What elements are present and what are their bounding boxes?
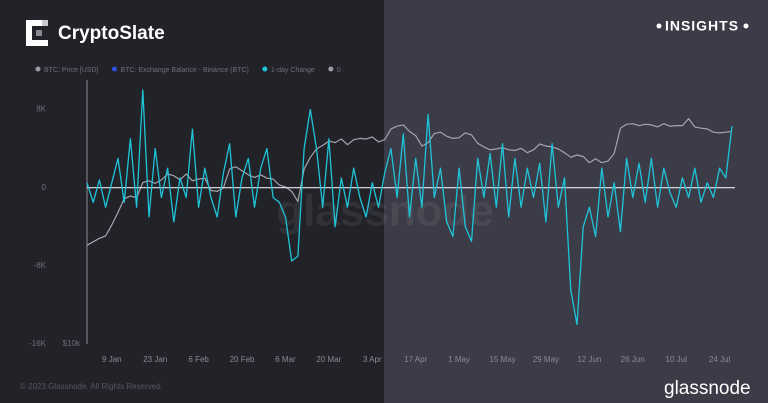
legend-label: BTC: Exchange Balance - Binance (BTC) (120, 67, 248, 74)
change-line (86, 89, 733, 326)
x-tick-label: 6 Feb (188, 355, 209, 364)
y-tick-label: 8K (36, 105, 46, 114)
x-tick-label: 12 Jun (577, 355, 601, 364)
y-tick-label: -16K (29, 339, 47, 348)
footer: © 2023 Glassnode. All Rights Reserved. (20, 382, 163, 391)
x-tick-label: 6 Mar (275, 355, 296, 364)
x-tick-label: 10 Jul (666, 355, 688, 364)
x-tick-label: 1 May (448, 355, 470, 364)
badge: INSIGHTS (665, 18, 739, 34)
legend-swatch (35, 66, 41, 72)
x-tick-label: 9 Jan (102, 355, 122, 364)
source-logo: glassnode (664, 378, 751, 399)
x-tick-label: 17 Apr (404, 355, 427, 364)
x-tick-label: 23 Jan (143, 355, 167, 364)
y-tick-label: 0 (42, 183, 47, 192)
x-tick-label: 29 May (533, 355, 559, 364)
left-panel (0, 0, 384, 403)
badge-dot (656, 23, 662, 29)
legend-swatch (328, 66, 334, 72)
x-tick-label: 15 May (489, 355, 515, 364)
x-tick-label: 24 Jul (709, 355, 731, 364)
y-tick-label: -8K (34, 261, 47, 270)
legend-label: BTC: Price [USD] (44, 67, 99, 74)
badge-dot (743, 23, 749, 29)
plot: BTC: Price [USD] BTC: Exchange Balance - … (29, 66, 735, 364)
x-tick-label: 20 Feb (230, 355, 255, 364)
x-tick-label: 26 Jun (621, 355, 645, 364)
legend-swatch (111, 66, 117, 72)
watermark: glassnode (276, 187, 494, 236)
x-tick-label: 20 Mar (316, 355, 341, 364)
y2-tick-label: $10k (63, 339, 81, 348)
x-tick-label: 3 Apr (363, 355, 382, 364)
brand-logo (26, 20, 48, 46)
right-panel (384, 0, 768, 403)
legend-label: 0 (337, 67, 341, 74)
brand-name: CryptoSlate (58, 23, 165, 44)
price-line (86, 118, 733, 246)
legend-label: 1-day Change (271, 67, 315, 74)
legend-swatch (262, 66, 268, 72)
